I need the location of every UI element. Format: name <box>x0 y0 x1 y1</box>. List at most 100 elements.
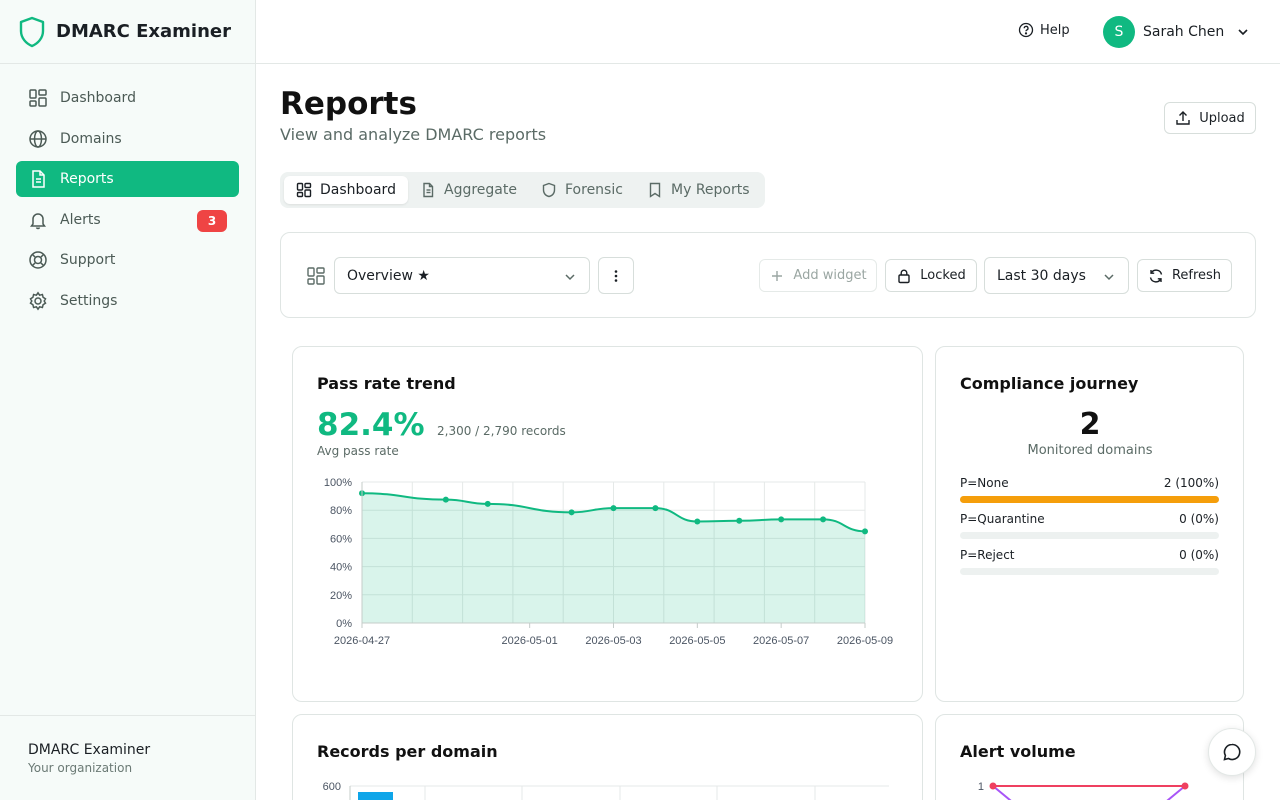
alerts-count-badge: 3 <box>197 209 227 232</box>
dashboard-select[interactable]: Overview ★ <box>334 257 590 294</box>
y-tick-label: 80% <box>330 505 352 517</box>
chat-button[interactable] <box>1208 728 1256 776</box>
sidebar-item-support[interactable]: Support <box>16 242 239 278</box>
card-title: Compliance journey <box>960 374 1139 393</box>
org-app-name: DMARC Examiner <box>28 742 151 758</box>
policy-label: P=Quarantine <box>960 512 1045 526</box>
sidebar-item-dashboard[interactable]: Dashboard <box>16 80 239 116</box>
tab-label: Aggregate <box>444 182 517 198</box>
alert-series-b-line <box>992 785 1012 800</box>
refresh-label: Refresh <box>1171 268 1222 283</box>
alert-volume-chart: 1 <box>978 781 1189 800</box>
upload-button[interactable]: Upload <box>1164 102 1256 134</box>
pass-rate-chart: 0% 20% 40% 60% 80% 100% 2026-04-27 2026-05-01 20… <box>324 477 893 647</box>
monitored-domains-count: 2 <box>1079 407 1101 442</box>
policy-label: P=None <box>960 476 1009 490</box>
tab-my-reports[interactable]: My Reports <box>647 176 750 204</box>
help-circle-icon <box>1018 22 1034 38</box>
card-title: Pass rate trend <box>317 374 456 393</box>
chevron-down-icon <box>565 274 575 281</box>
help-label: Help <box>1040 22 1070 38</box>
sidebar-item-alerts[interactable]: Alerts 3 <box>16 202 239 238</box>
tab-aggregate[interactable]: Aggregate <box>420 176 517 204</box>
sidebar-item-label: Alerts <box>60 211 101 228</box>
tab-label: Dashboard <box>320 182 396 198</box>
add-widget-button[interactable]: Add widget <box>759 259 877 292</box>
app-name: DMARC Examiner <box>56 21 231 42</box>
add-widget-label: Add widget <box>793 268 867 283</box>
x-tick-label: 2026-05-05 <box>669 635 725 647</box>
data-point <box>989 782 997 790</box>
sidebar-nav: Dashboard Domains Reports Alerts 3 Suppo… <box>0 64 255 339</box>
lock-toggle-button[interactable]: Locked <box>885 259 977 292</box>
bookmark-icon <box>649 182 661 198</box>
page-subtitle: View and analyze DMARC reports <box>280 125 547 144</box>
records-per-domain-card: Records per domain 600 <box>292 714 923 800</box>
policy-label: P=Reject <box>960 548 1015 562</box>
avg-pass-rate-value: 82.4% <box>317 407 425 443</box>
tab-label: My Reports <box>671 182 750 198</box>
org-name: Your organization <box>28 761 133 775</box>
tab-dashboard[interactable]: Dashboard <box>284 176 408 204</box>
policy-value: 2 (100%) <box>1163 476 1219 490</box>
tab-forensic[interactable]: Forensic <box>541 176 623 204</box>
alert-series-b-line <box>1166 785 1186 800</box>
user-name: Sarah Chen <box>1143 24 1225 40</box>
sidebar-item-label: Domains <box>60 130 122 147</box>
help-button[interactable]: Help <box>1018 22 1070 38</box>
sidebar-item-reports[interactable]: Reports <box>16 161 239 197</box>
tab-label: Forensic <box>565 182 623 198</box>
locked-label: Locked <box>920 268 966 283</box>
sidebar: DMARC Examiner Dashboard Domains Reports… <box>0 0 256 800</box>
policy-value: 0 (0%) <box>1179 548 1219 562</box>
chevron-down-icon <box>1104 274 1114 281</box>
report-tabs: Dashboard Aggregate Forensic My Reports <box>280 172 765 208</box>
globe-icon <box>29 129 47 148</box>
avatar: S <box>1103 16 1135 48</box>
bell-icon <box>30 212 46 229</box>
sidebar-item-domains[interactable]: Domains <box>16 121 239 157</box>
sidebar-item-label: Reports <box>60 171 114 187</box>
brand[interactable]: DMARC Examiner <box>0 0 255 64</box>
refresh-button[interactable]: Refresh <box>1137 259 1232 292</box>
x-tick-label: 2026-04-27 <box>334 635 390 647</box>
domain-bar <box>358 792 393 800</box>
document-icon <box>423 182 434 198</box>
shield-logo-icon <box>19 16 45 47</box>
data-point <box>1181 782 1189 790</box>
policy-progress-track <box>960 568 1219 575</box>
data-point <box>610 505 617 512</box>
more-options-button[interactable] <box>598 257 634 294</box>
dashboard-grid-icon <box>307 267 325 285</box>
alert-volume-card: Alert volume 1 <box>935 714 1244 800</box>
data-point <box>778 516 785 523</box>
upload-label: Upload <box>1199 110 1245 126</box>
shield-icon <box>542 182 556 198</box>
data-point <box>736 517 743 524</box>
dashboard-select-value: Overview ★ <box>347 267 430 284</box>
plus-icon <box>772 270 783 281</box>
lifebuoy-icon <box>29 251 47 269</box>
compliance-journey-card: Compliance journey 2 Monitored domains P… <box>935 346 1244 702</box>
date-range-value: Last 30 days <box>997 267 1086 284</box>
date-range-select[interactable]: Last 30 days <box>984 257 1129 294</box>
data-point <box>820 516 827 523</box>
dashboard-icon <box>296 182 312 198</box>
page-title: Reports <box>280 86 417 122</box>
x-tick-label: 2026-05-01 <box>502 635 558 647</box>
records-per-domain-chart: 600 <box>323 781 889 800</box>
data-point <box>694 518 701 525</box>
sidebar-item-settings[interactable]: Settings <box>16 283 239 319</box>
user-menu[interactable]: S Sarah Chen <box>1103 16 1250 48</box>
gear-icon <box>29 290 47 311</box>
topbar: Help S Sarah Chen <box>256 0 1280 64</box>
dashboard-toolbar: Overview ★ Add widget Locked Last 30 day… <box>280 232 1256 318</box>
card-title: Alert volume <box>960 742 1076 761</box>
x-tick-label: 2026-05-09 <box>837 635 893 647</box>
data-point <box>862 528 868 535</box>
policy-value: 0 (0%) <box>1179 512 1219 526</box>
data-point <box>442 496 449 503</box>
dashboard-icon <box>29 89 47 107</box>
policy-progress-track <box>960 496 1219 503</box>
policy-progress-track <box>960 532 1219 539</box>
